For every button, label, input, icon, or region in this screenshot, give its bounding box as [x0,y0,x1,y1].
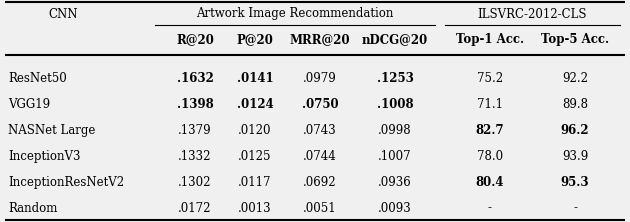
Text: P@20: P@20 [236,34,273,46]
Text: .0936: .0936 [378,176,412,188]
Text: .0172: .0172 [178,202,212,214]
Text: 95.3: 95.3 [561,176,589,188]
Text: .0979: .0979 [303,71,337,85]
Text: InceptionV3: InceptionV3 [8,149,81,163]
Text: 75.2: 75.2 [477,71,503,85]
Text: 82.7: 82.7 [476,123,504,137]
Text: Artwork Image Recommendation: Artwork Image Recommendation [197,8,394,20]
Text: .1379: .1379 [178,123,212,137]
Text: .0744: .0744 [303,149,337,163]
Text: .0051: .0051 [303,202,337,214]
Text: .0117: .0117 [238,176,272,188]
Text: .0093: .0093 [378,202,412,214]
Text: .1332: .1332 [178,149,212,163]
Text: 78.0: 78.0 [477,149,503,163]
Text: .0998: .0998 [378,123,412,137]
Text: R@20: R@20 [176,34,214,46]
Text: .0750: .0750 [302,97,338,111]
Text: .0743: .0743 [303,123,337,137]
Text: .0124: .0124 [237,97,273,111]
Text: VGG19: VGG19 [8,97,50,111]
Text: .1253: .1253 [377,71,413,85]
Text: 80.4: 80.4 [476,176,504,188]
Text: nDCG@20: nDCG@20 [362,34,428,46]
Text: CNN: CNN [49,8,77,20]
Text: .1302: .1302 [178,176,212,188]
Text: -: - [573,202,577,214]
Text: .1007: .1007 [378,149,412,163]
Text: 71.1: 71.1 [477,97,503,111]
Text: ResNet50: ResNet50 [8,71,67,85]
Text: InceptionResNetV2: InceptionResNetV2 [8,176,124,188]
Text: .1632: .1632 [176,71,214,85]
Text: ILSVRC-2012-CLS: ILSVRC-2012-CLS [478,8,587,20]
Text: NASNet Large: NASNet Large [8,123,95,137]
Text: .0692: .0692 [303,176,337,188]
Text: .0125: .0125 [238,149,272,163]
Text: Top-1 Acc.: Top-1 Acc. [456,34,524,46]
Text: -: - [488,202,492,214]
Text: MRR@20: MRR@20 [290,34,350,46]
Text: .0120: .0120 [238,123,272,137]
Text: 93.9: 93.9 [562,149,588,163]
Text: Top-5 Acc.: Top-5 Acc. [541,34,609,46]
Text: 96.2: 96.2 [561,123,589,137]
Text: 92.2: 92.2 [562,71,588,85]
Text: Random: Random [8,202,57,214]
Text: .0013: .0013 [238,202,272,214]
Text: 89.8: 89.8 [562,97,588,111]
Text: .0141: .0141 [237,71,273,85]
Text: .1008: .1008 [377,97,413,111]
Text: .1398: .1398 [176,97,214,111]
